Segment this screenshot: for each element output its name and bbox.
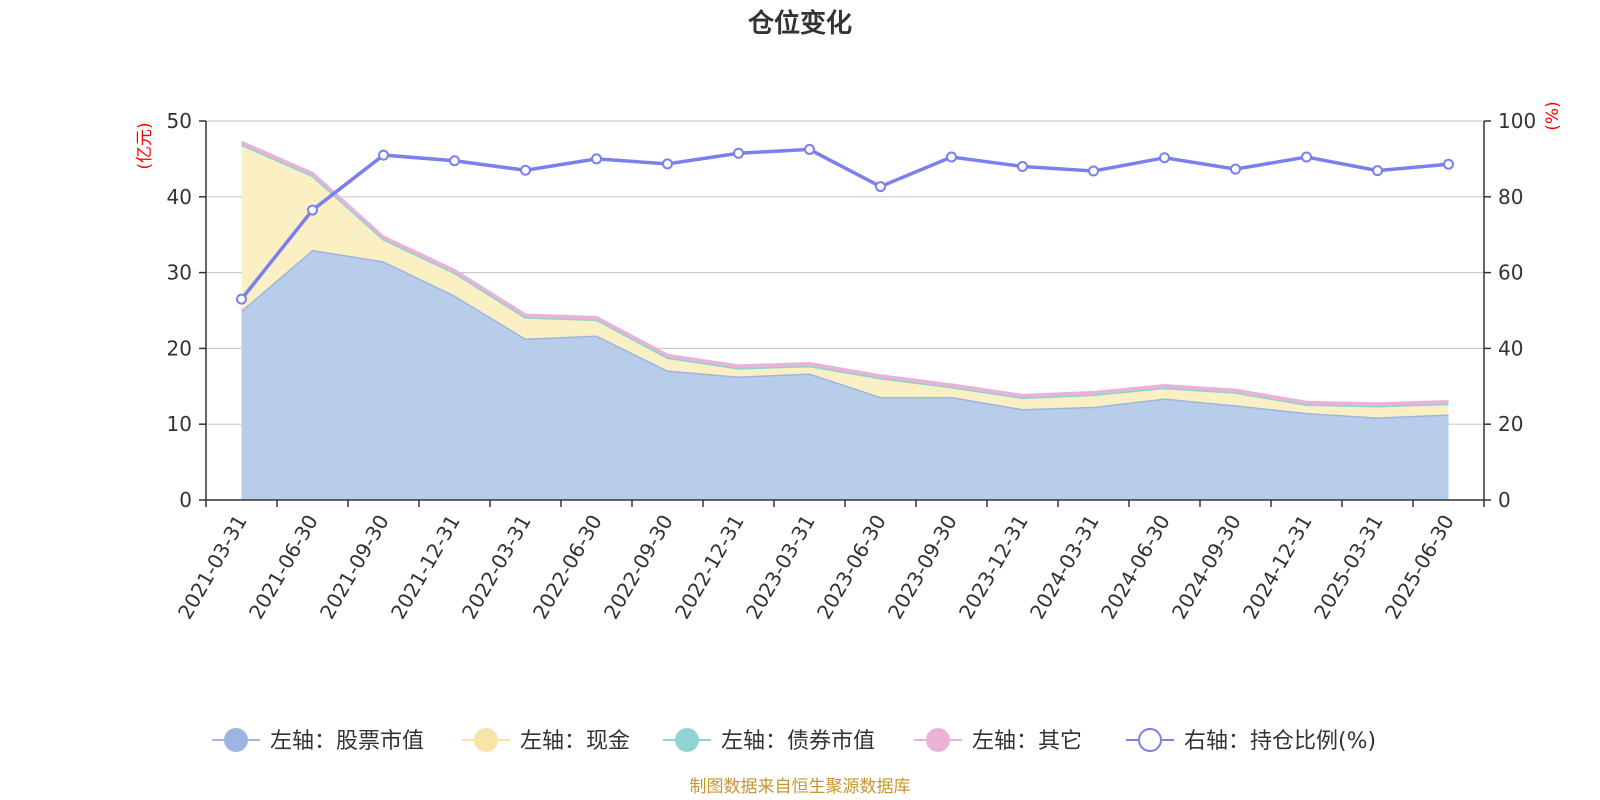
ratio-point — [804, 143, 815, 155]
ratio-point — [1088, 165, 1099, 177]
legend-label: 左轴：股票市值 — [270, 729, 424, 754]
right-axis-tick-label: 0 — [1498, 488, 1511, 512]
x-axis-tick-label: 2023-06-30 — [812, 511, 891, 624]
ratio-point — [662, 158, 673, 170]
ratio-point — [520, 164, 531, 176]
ratio-line-series — [236, 143, 1454, 305]
ratio-point — [946, 151, 957, 163]
left-axis-tick-label: 40 — [167, 185, 192, 209]
x-axis-tick-label: 2023-12-31 — [954, 511, 1033, 624]
legend-label: 左轴：其它 — [972, 729, 1082, 754]
legend-marker — [224, 728, 248, 752]
ratio-point — [1159, 152, 1170, 164]
ratio-point — [307, 204, 318, 216]
ratio-point — [733, 147, 744, 159]
ratio-point — [449, 155, 460, 167]
area-0 — [241, 249, 1449, 500]
chart-title: 仓位变化 — [747, 8, 852, 39]
left-axis-tick-label: 30 — [167, 261, 192, 285]
ratio-point — [1230, 163, 1241, 175]
ratio-point — [1301, 151, 1312, 163]
area-series — [240, 140, 1449, 500]
legend-item: 左轴：股票市值 — [212, 728, 424, 754]
left-axis-tick-label: 50 — [167, 109, 192, 133]
right-axis-tick-label: 60 — [1498, 261, 1523, 285]
legend-label: 左轴：债券市值 — [721, 729, 875, 754]
x-axis-tick-label: 2022-09-30 — [599, 511, 678, 624]
x-axis-tick-label: 2023-03-31 — [741, 511, 820, 624]
right-axis-tick-label: 40 — [1498, 336, 1523, 360]
legend-item: 左轴：现金 — [462, 728, 630, 754]
x-axis-tick-label: 2022-06-30 — [528, 511, 607, 624]
x-axis-tick-label: 2021-12-31 — [386, 511, 465, 624]
legend-item: 右轴：持仓比例(%) — [1126, 728, 1376, 754]
x-axis-tick-label: 2022-12-31 — [670, 511, 749, 624]
x-axis-tick-label: 2025-03-31 — [1309, 511, 1388, 624]
legend-item: 左轴：债券市值 — [663, 728, 875, 754]
legend: 左轴：股票市值 左轴：现金 左轴：债券市值 左轴：其它 右轴：持仓比例(%) — [212, 728, 1376, 754]
legend-item: 左轴：其它 — [914, 728, 1082, 754]
right-axis-tick-label: 20 — [1498, 412, 1523, 436]
right-axis-tick-label: 100 — [1498, 109, 1536, 133]
x-axis-tick-label: 2021-06-30 — [244, 511, 323, 624]
right-axis-tick-label: 80 — [1498, 185, 1523, 209]
x-axis-tick-label: 2021-03-31 — [173, 511, 252, 624]
left-axis-unit: (亿元) — [135, 122, 155, 169]
legend-marker — [926, 728, 950, 752]
right-axis-unit: (%) — [1543, 101, 1563, 130]
legend-marker — [675, 728, 699, 752]
left-axis-tick-label: 10 — [167, 412, 192, 436]
legend-label: 左轴：现金 — [520, 729, 630, 754]
x-axis-tick-label: 2024-06-30 — [1096, 511, 1175, 624]
ratio-point — [591, 153, 602, 165]
x-axis-tick-label: 2021-09-30 — [315, 511, 394, 624]
x-axis-tick-label: 2022-03-31 — [457, 511, 536, 624]
x-axis-tick-label: 2024-12-31 — [1238, 511, 1317, 624]
legend-marker — [474, 728, 498, 752]
x-axis-tick-label: 2024-03-31 — [1025, 511, 1104, 624]
x-axis-tick-label: 2024-09-30 — [1167, 511, 1246, 624]
ratio-point — [875, 181, 886, 193]
ratio-point — [1443, 158, 1454, 170]
x-axis-tick-label: 2023-09-30 — [883, 511, 962, 624]
legend-label: 右轴：持仓比例(%) — [1184, 729, 1376, 754]
ratio-point — [1372, 165, 1383, 177]
ratio-point — [1017, 160, 1028, 172]
area-line-3 — [240, 140, 1449, 406]
ratio-point — [236, 293, 247, 305]
left-axis-tick-label: 20 — [167, 336, 192, 360]
ratio-line — [240, 147, 1449, 301]
x-axis-tick-label: 2025-06-30 — [1380, 511, 1459, 624]
ratio-point — [378, 149, 389, 161]
legend-marker — [1138, 728, 1162, 752]
left-axis-tick-label: 0 — [179, 488, 192, 512]
source-note: 制图数据来自恒生聚源数据库 — [690, 777, 911, 797]
